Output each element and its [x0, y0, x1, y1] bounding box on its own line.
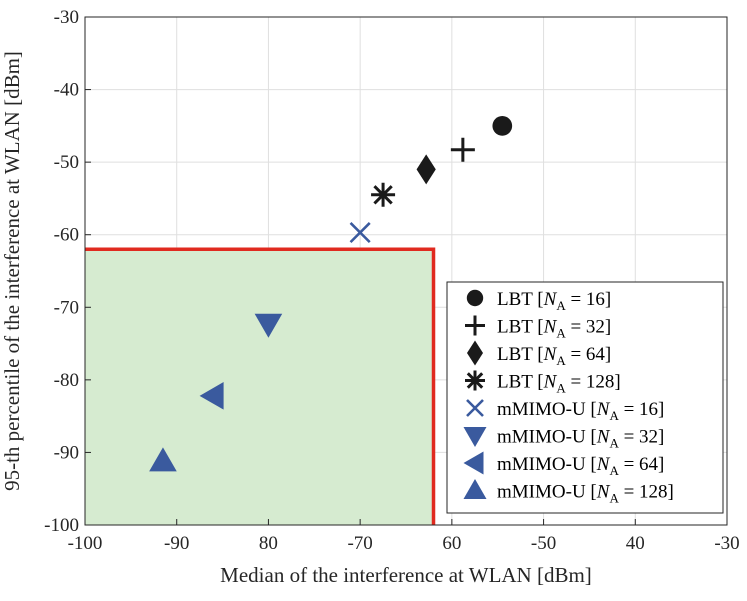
data-markers: [149, 116, 513, 472]
legend-marker: [466, 289, 484, 307]
legend-entry: mMIMO-U [NA = 32]: [497, 427, 664, 451]
y-tick-label: -50: [54, 152, 79, 173]
data-point-mmimo-u-64: [199, 382, 224, 410]
y-tick-label: -30: [54, 7, 79, 28]
legend-marker: [463, 479, 487, 499]
data-point-mmimo-u-32: [254, 313, 283, 338]
legend: LBT [NA = 16] LBT [NA = 32] LBT [NA = 64] L…: [446, 281, 724, 514]
y-tick-label: -80: [54, 370, 79, 391]
legend-entry: LBT [NA = 128]: [497, 372, 621, 396]
x-tick-label: 80: [259, 533, 278, 554]
legend-marker: [463, 427, 487, 447]
legend-entry: mMIMO-U [NA = 64]: [497, 454, 664, 478]
legend-entry: LBT [NA = 16]: [497, 289, 611, 313]
x-tick-label: 60: [442, 533, 461, 554]
data-point-mmimo-u-128: [149, 447, 177, 472]
y-axis-ticks: -100 -90 -80 -70 -60 -50 -40 -30: [44, 7, 91, 536]
x-tick-label: -30: [714, 533, 739, 554]
legend-entry: mMIMO-U [NA = 16]: [497, 399, 664, 423]
plot-frame: [84, 16, 728, 526]
data-point-lbt-16: [492, 116, 513, 136]
y-tick-label: -40: [54, 80, 79, 101]
x-tick-label: 40: [626, 533, 645, 554]
x-axis-ticks: -100 -90 80 -70 60 -50 40 -30: [68, 519, 740, 554]
y-tick-label: -90: [54, 442, 79, 463]
target-region: [85, 247, 436, 525]
legend-marker: [463, 451, 484, 475]
x-tick-label: -50: [531, 533, 556, 554]
legend-entry: LBT [NA = 32]: [497, 317, 611, 341]
legend-entry: LBT [NA = 64]: [497, 344, 611, 368]
legend-marker: [467, 340, 483, 366]
x-axis-label: Median of the interference at WLAN [dBm]: [220, 563, 592, 587]
x-tick-label: -100: [68, 533, 103, 554]
region-boundary: [85, 247, 436, 525]
data-point-lbt-64: [416, 154, 436, 185]
x-tick-label: -90: [164, 533, 189, 554]
legend-entry: mMIMO-U [NA = 128]: [497, 482, 674, 506]
legend-marker: [465, 315, 485, 336]
data-point-mmimo-u-16: [349, 222, 371, 244]
legend-marker: [466, 399, 484, 417]
y-tick-label: -60: [54, 225, 79, 246]
data-point-lbt-32: [450, 137, 475, 162]
x-tick-label: -70: [347, 533, 372, 554]
data-point-lbt-128: [371, 182, 396, 207]
legend-box: [446, 281, 724, 514]
y-axis-label: 95-th percentile of the interference at …: [0, 51, 24, 491]
region-fill: [85, 249, 434, 525]
y-tick-label: -70: [54, 297, 79, 318]
y-tick-label: -100: [44, 515, 79, 536]
legend-marker: [465, 370, 485, 391]
